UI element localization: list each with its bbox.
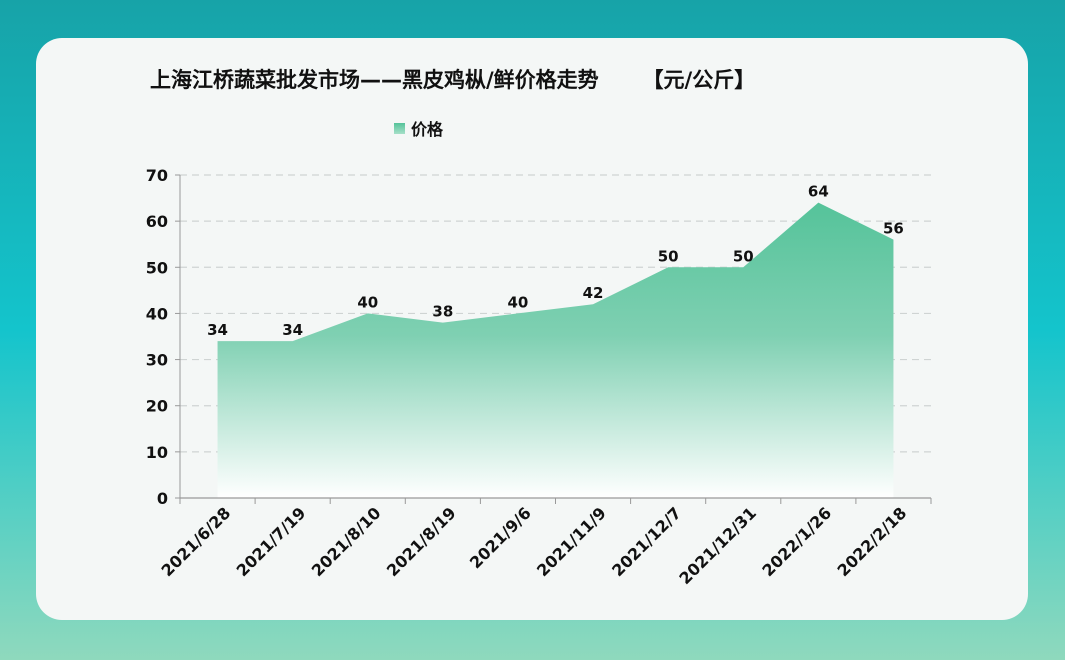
chart-title: 上海江桥蔬菜批发市场——黑皮鸡枞/鲜价格走势 【元/公斤】 — [150, 68, 756, 92]
data-label: 42 — [583, 284, 604, 302]
x-tick-label: 2021/6/28 — [158, 503, 235, 580]
data-label: 38 — [432, 303, 453, 321]
y-tick-label: 50 — [146, 258, 168, 277]
legend-label: 价格 — [411, 120, 444, 139]
x-tick-label: 2022/2/18 — [833, 503, 910, 580]
y-tick-label: 30 — [146, 351, 168, 370]
x-tick-label: 2022/1/26 — [758, 503, 835, 580]
x-tick-label: 2021/9/6 — [466, 503, 535, 572]
x-tick-label: 2021/12/31 — [675, 503, 760, 588]
y-tick-label: 10 — [146, 443, 168, 462]
data-label: 56 — [883, 220, 904, 238]
legend: 价格 — [394, 116, 443, 140]
x-tick-label: 2021/8/19 — [383, 503, 460, 580]
x-tick-label: 2021/12/7 — [608, 503, 685, 580]
data-label: 40 — [357, 293, 378, 311]
y-tick-label: 60 — [146, 212, 168, 231]
data-label: 34 — [207, 321, 228, 339]
data-label: 40 — [508, 293, 529, 311]
x-tick-label: 2021/8/10 — [308, 503, 385, 580]
data-label: 50 — [658, 247, 679, 265]
price-area — [217, 202, 894, 498]
data-label: 64 — [808, 183, 829, 201]
y-tick-label: 0 — [157, 489, 168, 508]
data-label: 50 — [733, 247, 754, 265]
y-tick-label: 40 — [146, 304, 168, 323]
x-tick-label: 2021/7/19 — [233, 503, 310, 580]
legend-swatch — [394, 122, 405, 134]
y-tick-label: 20 — [146, 397, 168, 416]
x-tick-label: 2021/11/9 — [533, 503, 610, 580]
data-label: 34 — [282, 321, 303, 339]
y-tick-label: 70 — [146, 166, 168, 185]
